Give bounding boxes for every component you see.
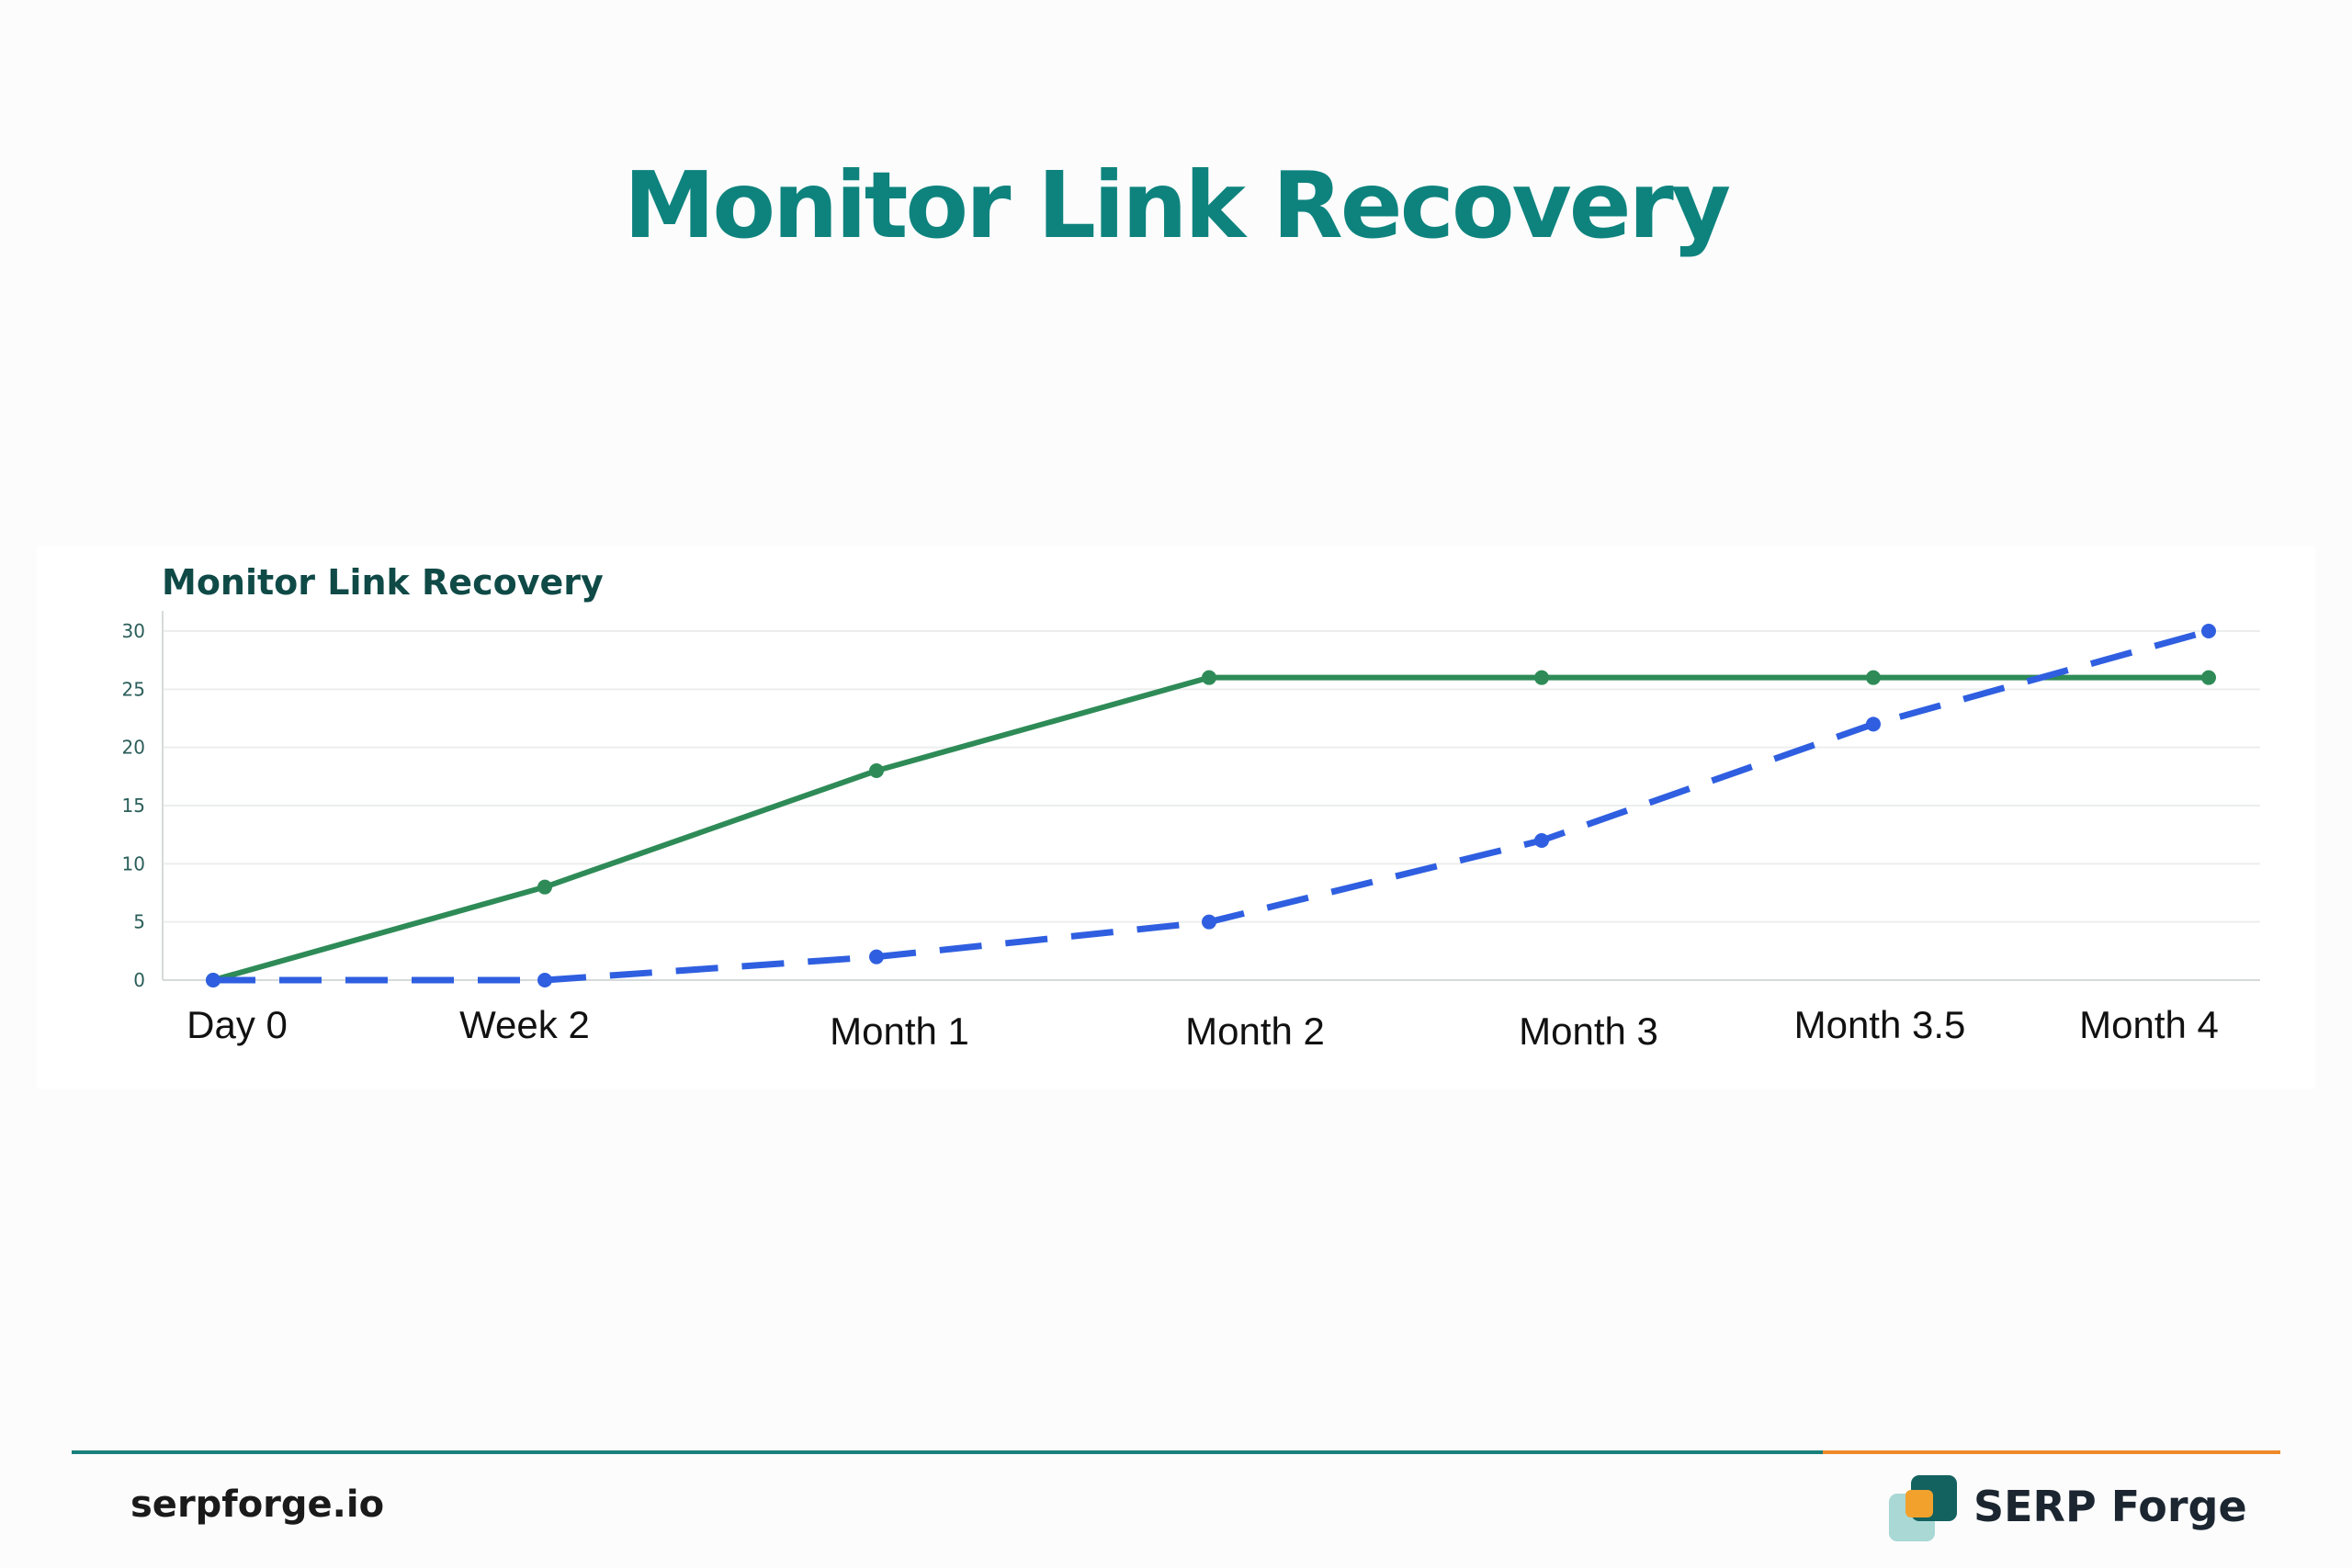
y-tick-label: 5 <box>133 911 145 933</box>
data-point <box>869 763 884 778</box>
data-point <box>537 973 552 987</box>
brand-name: SERP Forge <box>1973 1482 2247 1531</box>
y-tick-label: 25 <box>122 678 145 700</box>
y-tick-label: 0 <box>133 969 145 991</box>
series-line-solid <box>212 674 2209 983</box>
y-tick-label: 30 <box>122 620 145 642</box>
data-point <box>869 949 884 964</box>
data-point <box>1202 914 1216 930</box>
x-tick-label: Month 3.5 <box>1794 1003 1966 1046</box>
data-point <box>206 973 220 987</box>
data-point <box>1866 670 1881 685</box>
data-point <box>2201 624 2216 638</box>
chart-panel: Monitor Link Recovery 0 5 10 15 20 25 30 Day 0… <box>37 547 2315 1089</box>
footer-site-link[interactable]: serpforge.io <box>130 1483 385 1526</box>
y-tick-label: 20 <box>122 737 145 759</box>
x-tick-label: Month 3 <box>1519 1010 1658 1053</box>
data-point <box>2201 670 2216 685</box>
x-tick-label: Week 2 <box>459 1003 590 1046</box>
x-tick-labels: Day 0 Week 2 Month 1 Month 2 Month 3 Month 3.… <box>187 1003 2219 1053</box>
data-point <box>1866 716 1881 732</box>
data-point <box>1202 670 1216 685</box>
footer-divider-orange <box>1823 1450 2280 1454</box>
x-tick-label: Month 2 <box>1185 1010 1325 1053</box>
footer-divider-teal <box>72 1450 1823 1454</box>
y-tick-label: 10 <box>122 852 145 874</box>
x-tick-label: Day 0 <box>187 1003 288 1046</box>
line-chart: Monitor Link Recovery 0 5 10 15 20 25 30 Day 0… <box>122 562 2260 1053</box>
x-tick-label: Month 4 <box>2079 1003 2219 1046</box>
serp-forge-logo-icon <box>1889 1475 1957 1541</box>
page-title: Monitor Link Recovery <box>623 152 1731 259</box>
y-tick-labels: 0 5 10 15 20 25 30 <box>122 620 145 991</box>
gridlines <box>163 630 2260 923</box>
y-tick-label: 15 <box>122 795 145 817</box>
data-point <box>1534 670 1549 685</box>
data-point <box>537 879 552 895</box>
chart-title: Monitor Link Recovery <box>162 562 604 603</box>
x-tick-label: Month 1 <box>830 1010 969 1053</box>
series-lines <box>206 624 2216 987</box>
data-point <box>1534 833 1549 848</box>
